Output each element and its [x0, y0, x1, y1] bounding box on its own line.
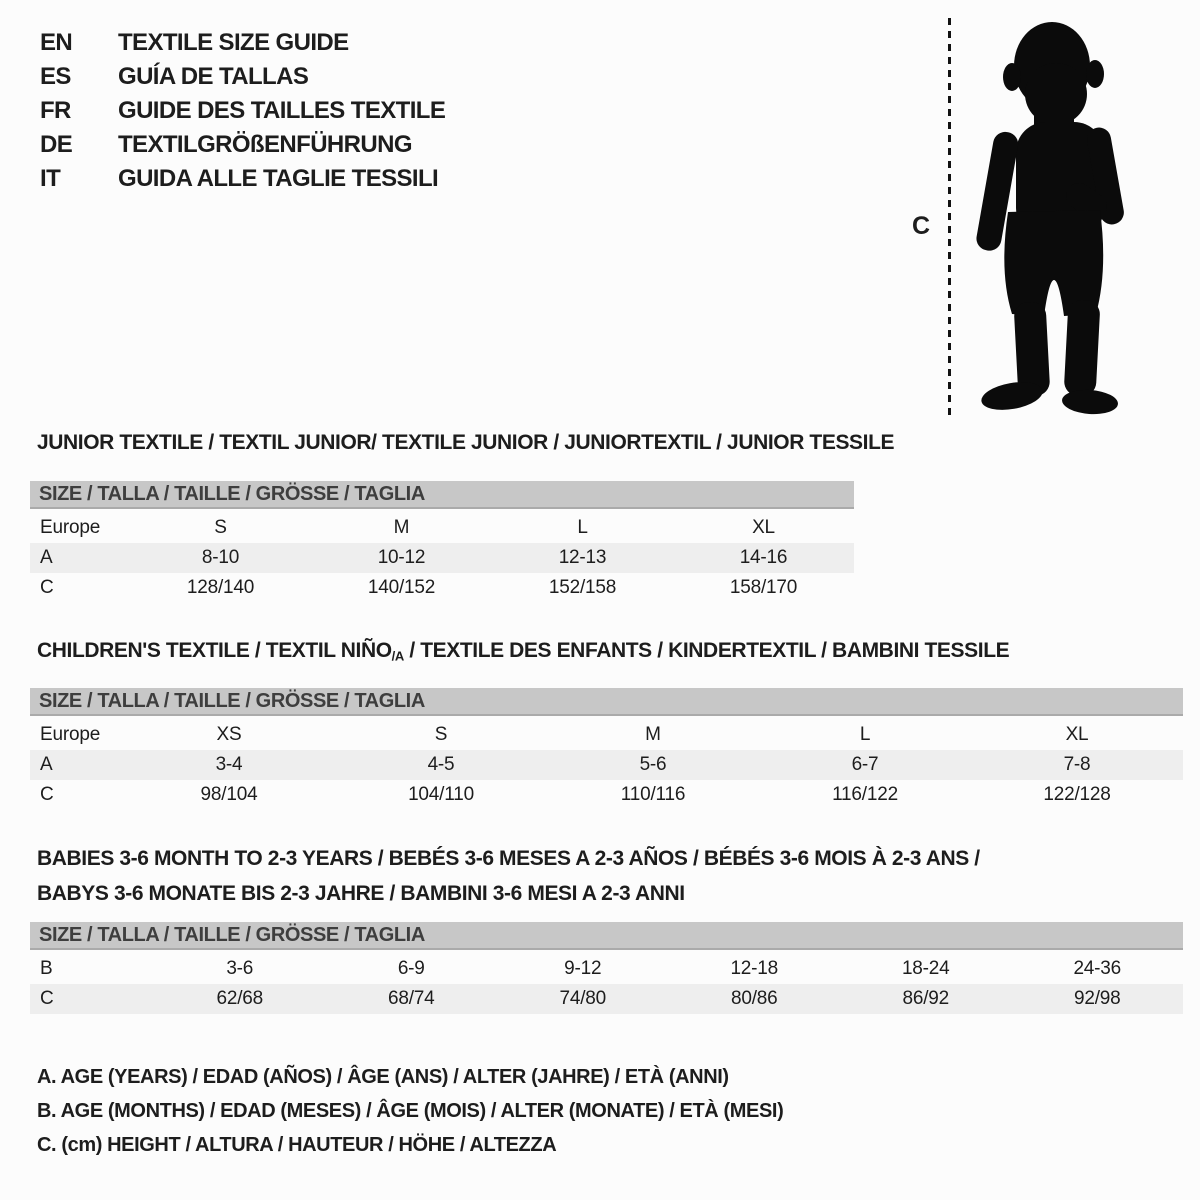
language-row-en: EN TEXTILE SIZE GUIDE [40, 26, 445, 60]
table-cell: 6-7 [851, 754, 879, 775]
children-title-part: CHILDREN'S TEXTILE / TEXTIL NIÑO [37, 639, 392, 662]
measurement-legend: A. AGE (YEARS) / EDAD (AÑOS) / ÂGE (ANS)… [37, 1066, 784, 1168]
height-measure-dashed-line [948, 18, 951, 416]
junior-row-age: A 8-10 10-12 12-13 14-16 [30, 543, 854, 573]
column-header: S [214, 517, 227, 538]
language-code: EN [40, 29, 73, 56]
children-header-row: Europe XS S M L XL [30, 720, 1183, 750]
table-cell: 18-24 [901, 958, 950, 979]
language-row-it: IT GUIDA ALLE TAGLIE TESSILI [40, 162, 445, 196]
language-row-es: ES GUÍA DE TALLAS [40, 60, 445, 94]
table-cell: 110/116 [620, 784, 686, 805]
guide-title-fr: GUIDE DES TAILLES TEXTILE [118, 97, 446, 124]
table-cell: 116/122 [832, 784, 898, 805]
table-cell: 62/68 [216, 988, 264, 1009]
region-label: Europe [40, 724, 101, 745]
language-row-fr: FR GUIDE DES TAILLES TEXTILE [40, 94, 446, 128]
babies-size-bar: SIZE / TALLA / TAILLE / GRÖSSE / TAGLIA [30, 922, 1183, 950]
region-label: Europe [40, 517, 101, 538]
babies-size-table: B 3-6 6-9 9-12 12-18 18-24 24-36 C 62/68… [30, 954, 1183, 1014]
children-row-height: C 98/104 104/110 110/116 116/122 122/128 [30, 780, 1183, 810]
babies-row-months: B 3-6 6-9 9-12 12-18 18-24 24-36 [30, 954, 1183, 984]
table-cell: 152/158 [548, 577, 617, 598]
row-label: A [40, 547, 53, 568]
junior-row-height: C 128/140 140/152 152/158 158/170 [30, 573, 854, 603]
guide-title-en: TEXTILE SIZE GUIDE [118, 29, 349, 56]
table-cell: 3-4 [215, 754, 243, 775]
column-header: XL [752, 517, 775, 538]
babies-title-line2: BABYS 3-6 MONATE BIS 2-3 JAHRE / BAMBINI… [37, 882, 685, 905]
table-cell: 4-5 [427, 754, 455, 775]
language-code: DE [40, 131, 73, 158]
children-row-age: A 3-4 4-5 5-6 6-7 7-8 [30, 750, 1183, 780]
legend-line-a: A. AGE (YEARS) / EDAD (AÑOS) / ÂGE (ANS)… [37, 1066, 729, 1088]
table-cell: 6-9 [397, 958, 425, 979]
language-code: FR [40, 97, 71, 124]
children-title-part: / TEXTILE DES ENFANTS / KINDERTEXTIL / B… [403, 639, 1010, 662]
row-label: C [40, 784, 54, 805]
junior-size-bar: SIZE / TALLA / TAILLE / GRÖSSE / TAGLIA [30, 481, 854, 509]
column-header: S [434, 724, 448, 745]
babies-section-title: BABIES 3-6 MONTH TO 2-3 YEARS / BEBÉS 3-… [37, 847, 980, 917]
children-section-title: CHILDREN'S TEXTILE / TEXTIL NIÑO/A / TEX… [37, 639, 1010, 664]
junior-section-title: JUNIOR TEXTILE / TEXTIL JUNIOR/ TEXTILE … [37, 431, 895, 454]
column-header: M [645, 724, 661, 745]
legend-line-b: B. AGE (MONTHS) / EDAD (MESES) / ÂGE (MO… [37, 1100, 784, 1122]
column-header: L [577, 517, 588, 538]
table-cell: 128/140 [186, 577, 255, 598]
table-cell: 104/110 [408, 784, 474, 805]
row-label: C [40, 988, 54, 1009]
toddler-silhouette-icon [976, 22, 1124, 415]
junior-size-table: Europe S M L XL A 8-10 10-12 12-13 14-16… [30, 513, 854, 603]
babies-title-line1: BABIES 3-6 MONTH TO 2-3 YEARS / BEBÉS 3-… [37, 847, 980, 870]
row-label: C [40, 577, 54, 598]
column-header: M [393, 517, 410, 538]
children-size-bar: SIZE / TALLA / TAILLE / GRÖSSE / TAGLIA [30, 688, 1183, 716]
row-label: A [40, 754, 53, 775]
column-header: XS [216, 724, 242, 745]
table-cell: 5-6 [639, 754, 667, 775]
guide-title-es: GUÍA DE TALLAS [118, 63, 309, 90]
language-code: ES [40, 63, 71, 90]
language-title-list: EN TEXTILE SIZE GUIDE ES GUÍA DE TALLAS … [40, 26, 446, 196]
table-cell: 12-13 [558, 547, 607, 568]
table-cell: 74/80 [559, 988, 607, 1009]
table-cell: 9-12 [564, 958, 602, 979]
table-cell: 12-18 [730, 958, 779, 979]
language-row-de: DE TEXTILGRÖßENFÜHRUNG [40, 128, 445, 162]
language-code: IT [40, 165, 61, 192]
table-cell: 80/86 [730, 988, 778, 1009]
children-title-subscript: /A [391, 648, 405, 664]
children-size-table: Europe XS S M L XL A 3-4 4-5 5-6 6-7 7-8… [30, 720, 1183, 810]
row-label: B [40, 958, 53, 979]
table-cell: 98/104 [200, 784, 258, 805]
height-measure-label: C [912, 212, 931, 240]
table-cell: 3-6 [226, 958, 254, 979]
column-header: L [859, 724, 871, 745]
babies-row-height: C 62/68 68/74 74/80 80/86 86/92 92/98 [30, 984, 1183, 1014]
junior-header-row: Europe S M L XL [30, 513, 854, 543]
table-cell: 14-16 [739, 547, 788, 568]
table-cell: 8-10 [201, 547, 240, 568]
table-cell: 140/152 [367, 577, 436, 598]
table-cell: 86/92 [902, 988, 950, 1009]
table-cell: 10-12 [377, 547, 426, 568]
column-header: XL [1065, 724, 1089, 745]
guide-title-de: TEXTILGRÖßENFÜHRUNG [118, 131, 413, 158]
table-cell: 122/128 [1043, 784, 1111, 805]
guide-title-it: GUIDA ALLE TAGLIE TESSILI [118, 165, 439, 192]
table-cell: 92/98 [1073, 988, 1121, 1009]
table-cell: 158/170 [729, 577, 798, 598]
table-cell: 24-36 [1073, 958, 1122, 979]
table-cell: 7-8 [1063, 754, 1091, 775]
legend-line-c: C. (cm) HEIGHT / ALTURA / HAUTEUR / HÖHE… [37, 1134, 557, 1156]
table-cell: 68/74 [387, 988, 435, 1009]
